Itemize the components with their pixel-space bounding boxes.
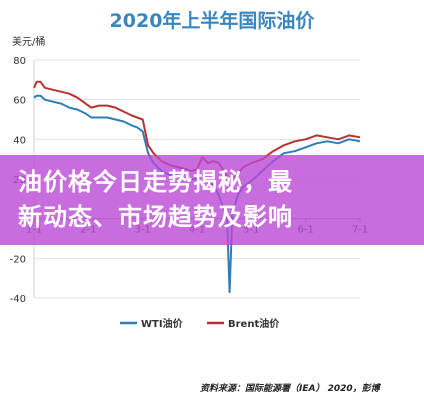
y-tick-label: -40 [10, 294, 26, 305]
source-note: 资料来源：国际能源署（IEA） 2020，彭博 [200, 383, 382, 394]
y-unit-label: 美元/桶 [12, 35, 45, 48]
y-tick-label: -20 [10, 254, 26, 265]
legend-brent-label: Brent油价 [228, 317, 280, 330]
headline-line-2: 新动态、市场趋势及影响 [18, 203, 293, 231]
headline-banner: 油价格今日走势揭秘，最 新动态、市场趋势及影响 [0, 155, 424, 245]
y-tick-label: 40 [13, 135, 26, 146]
chart-title: 2020年上半年国际油价 [110, 9, 316, 32]
y-tick-label: 60 [13, 96, 26, 107]
headline-line-1: 油价格今日走势揭秘，最 [18, 168, 293, 196]
legend-wti-label: WTI油价 [141, 317, 184, 330]
y-tick-label: 80 [13, 56, 26, 67]
legend: WTI油价 Brent油价 [120, 317, 280, 330]
headline-text: 油价格今日走势揭秘，最 新动态、市场趋势及影响 [18, 165, 408, 235]
